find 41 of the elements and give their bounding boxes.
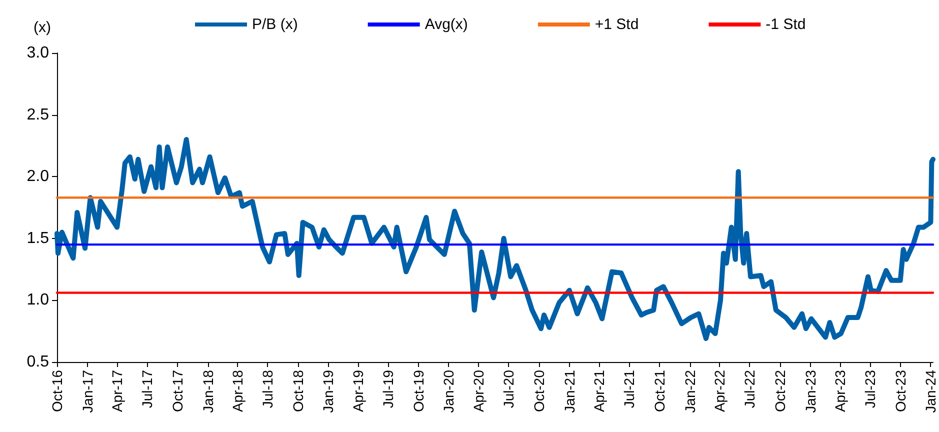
x-tick-label: Jan-24 bbox=[922, 370, 939, 413]
x-tick-label: Oct-22 bbox=[772, 370, 788, 412]
y-tick-label: 3.0 bbox=[26, 44, 50, 62]
x-tick-label: Jul-21 bbox=[621, 370, 638, 408]
x-tick-label: Jan-19 bbox=[320, 370, 336, 413]
x-tick-label: Apr-20 bbox=[470, 370, 487, 412]
x-tick-label: Jan-21 bbox=[561, 370, 578, 413]
x-tick-label: Apr-18 bbox=[229, 370, 246, 412]
x-tick-label: Jul-23 bbox=[862, 370, 878, 408]
x-tick-label: Jan-20 bbox=[440, 370, 457, 413]
x-tick-label: Oct-21 bbox=[651, 370, 668, 412]
x-tick-label: Oct-17 bbox=[169, 370, 186, 412]
x-tick-label: Jul-17 bbox=[139, 370, 156, 408]
x-tick-label: Oct-20 bbox=[531, 370, 548, 412]
y-tick-label: 0.5 bbox=[26, 354, 50, 370]
y-tick-label: 1.5 bbox=[26, 230, 50, 247]
x-tick-label: Apr-19 bbox=[350, 370, 366, 412]
legend-label: Avg(x) bbox=[424, 16, 468, 33]
y-axis-title: (x) bbox=[34, 19, 51, 36]
x-tick-label: Jul-19 bbox=[380, 370, 396, 408]
x-tick-label: Apr-17 bbox=[109, 370, 126, 412]
x-tick-label: Oct-23 bbox=[892, 370, 908, 412]
x-tick-label: Jul-18 bbox=[260, 370, 276, 408]
x-tick-label: Apr-22 bbox=[712, 370, 728, 412]
legend-label: +1 Std bbox=[594, 16, 639, 33]
x-tick-label: Apr-21 bbox=[591, 370, 608, 412]
x-tick-label: Jan-18 bbox=[200, 370, 216, 413]
y-tick-label: 2.0 bbox=[26, 168, 50, 186]
x-tick-label: Jan-22 bbox=[682, 370, 698, 413]
x-tick-label: Oct-19 bbox=[410, 370, 426, 412]
y-tick-label: 2.5 bbox=[26, 106, 50, 124]
x-tick-label: Jul-20 bbox=[500, 370, 517, 408]
x-tick-label: Oct-18 bbox=[290, 370, 306, 412]
x-tick-label: Oct-16 bbox=[49, 370, 65, 412]
x-tick-label: Jan-17 bbox=[79, 370, 96, 413]
legend-label: P/B (x) bbox=[252, 16, 298, 33]
x-tick-label: Jul-22 bbox=[742, 370, 758, 408]
y-tick-label: 1.0 bbox=[26, 292, 50, 309]
x-tick-label: Apr-23 bbox=[832, 370, 848, 412]
legend-label: -1 Std bbox=[766, 16, 806, 33]
x-tick-label: Jan-23 bbox=[802, 370, 818, 413]
